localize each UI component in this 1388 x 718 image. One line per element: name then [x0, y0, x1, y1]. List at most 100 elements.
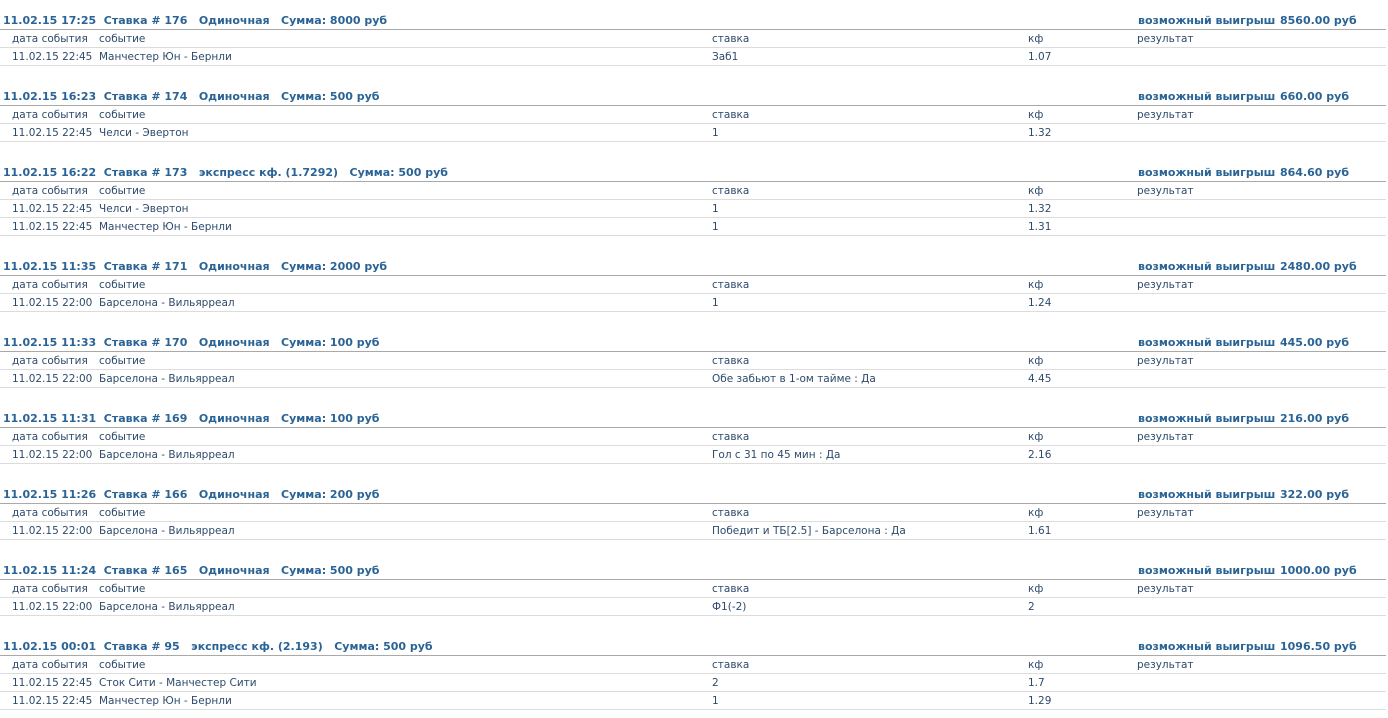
column-header-row: дата события событие ставка кф результат — [0, 428, 1386, 446]
possible-win-amount: 864.60 руб — [1280, 166, 1350, 179]
column-header-event: событие — [99, 33, 146, 45]
cell-event: Манчестер Юн - Бернли — [99, 221, 232, 233]
bet-header: 11.02.15 11:33 Ставка # 170 Одиночная Су… — [0, 334, 1386, 352]
column-header-row: дата события событие ставка кф результат — [0, 352, 1386, 370]
possible-win-amount: 1096.50 руб — [1280, 640, 1357, 653]
column-header-event-date: дата события — [12, 507, 88, 519]
cell-odds: 1.61 — [1028, 525, 1052, 537]
cell-event-date: 11.02.15 22:00 — [12, 449, 93, 461]
table-row: 11.02.15 22:00 Барселона - Вильярреал Побе… — [0, 522, 1386, 540]
possible-win-amount: 445.00 руб — [1280, 336, 1350, 349]
column-header-odds: кф — [1028, 109, 1044, 121]
column-header-event: событие — [99, 355, 146, 367]
column-header-result: результат — [1137, 659, 1194, 671]
column-header-row: дата события событие ставка кф результат — [0, 182, 1386, 200]
cell-bet: 1 — [712, 297, 719, 309]
column-header-bet: ставка — [712, 355, 750, 367]
cell-event: Барселона - Вильярреал — [99, 525, 235, 537]
cell-bet: Заб1 — [712, 51, 739, 63]
column-header-bet: ставка — [712, 431, 750, 443]
cell-event-date: 11.02.15 22:00 — [12, 297, 93, 309]
table-row: 11.02.15 22:45 Манчестер Юн - Бернли Заб1 1… — [0, 48, 1386, 66]
possible-win-label: возможный выигрыш — [1138, 90, 1276, 103]
column-header-row: дата события событие ставка кф результат — [0, 30, 1386, 48]
cell-bet: Гол с 31 по 45 мин : Да — [712, 449, 841, 461]
bet-block: 11.02.15 17:25 Ставка # 176 Одиночная Су… — [0, 12, 1386, 66]
possible-win-amount: 216.00 руб — [1280, 412, 1350, 425]
column-header-event: событие — [99, 279, 146, 291]
column-header-result: результат — [1137, 185, 1194, 197]
cell-event: Барселона - Вильярреал — [99, 297, 235, 309]
possible-win-label: возможный выигрыш — [1138, 488, 1276, 501]
cell-odds: 1.32 — [1028, 203, 1052, 215]
column-header-bet: ставка — [712, 185, 750, 197]
possible-win-amount: 1000.00 руб — [1280, 564, 1357, 577]
cell-event-date: 11.02.15 22:45 — [12, 51, 93, 63]
column-header-odds: кф — [1028, 355, 1044, 367]
bet-summary: 11.02.15 11:24 Ставка # 165 Одиночная Су… — [3, 564, 380, 577]
column-header-result: результат — [1137, 583, 1194, 595]
column-header-result: результат — [1137, 279, 1194, 291]
table-row: 11.02.15 22:00 Барселона - Вильярреал Ф1(-… — [0, 598, 1386, 616]
cell-event-date: 11.02.15 22:45 — [12, 695, 93, 707]
possible-win-amount: 322.00 руб — [1280, 488, 1350, 501]
cell-bet: Обе забьют в 1-ом тайме : Да — [712, 373, 876, 385]
column-header-event: событие — [99, 109, 146, 121]
column-header-row: дата события событие ставка кф результат — [0, 656, 1386, 674]
table-row: 11.02.15 22:45 Сток Сити - Манчестер Сити… — [0, 674, 1386, 692]
bet-block: 11.02.15 11:35 Ставка # 171 Одиночная Су… — [0, 258, 1386, 312]
column-header-result: результат — [1137, 33, 1194, 45]
column-header-bet: ставка — [712, 659, 750, 671]
column-header-event-date: дата события — [12, 279, 88, 291]
column-header-row: дата события событие ставка кф результат — [0, 106, 1386, 124]
cell-odds: 1.24 — [1028, 297, 1052, 309]
cell-event: Барселона - Вильярреал — [99, 449, 235, 461]
cell-event: Челси - Эвертон — [99, 127, 189, 139]
possible-win-label: возможный выигрыш — [1138, 166, 1276, 179]
bet-block: 11.02.15 00:01 Ставка # 95 экспресс кф. … — [0, 638, 1386, 710]
bet-summary: 11.02.15 16:23 Ставка # 174 Одиночная Су… — [3, 90, 380, 103]
cell-odds: 1.07 — [1028, 51, 1052, 63]
column-header-event: событие — [99, 431, 146, 443]
cell-bet: Ф1(-2) — [712, 601, 747, 613]
cell-odds: 2.16 — [1028, 449, 1052, 461]
cell-event: Барселона - Вильярреал — [99, 601, 235, 613]
cell-bet: 1 — [712, 203, 719, 215]
column-header-odds: кф — [1028, 583, 1044, 595]
cell-odds: 1.29 — [1028, 695, 1052, 707]
cell-event-date: 11.02.15 22:45 — [12, 221, 93, 233]
column-header-result: результат — [1137, 355, 1194, 367]
bet-summary: 11.02.15 11:33 Ставка # 170 Одиночная Су… — [3, 336, 380, 349]
cell-bet: 2 — [712, 677, 719, 689]
bet-summary: 11.02.15 11:31 Ставка # 169 Одиночная Су… — [3, 412, 380, 425]
column-header-event-date: дата события — [12, 33, 88, 45]
cell-odds: 2 — [1028, 601, 1035, 613]
cell-event-date: 11.02.15 22:45 — [12, 677, 93, 689]
possible-win-amount: 660.00 руб — [1280, 90, 1350, 103]
column-header-row: дата события событие ставка кф результат — [0, 276, 1386, 294]
column-header-odds: кф — [1028, 431, 1044, 443]
column-header-odds: кф — [1028, 659, 1044, 671]
cell-event-date: 11.02.15 22:00 — [12, 525, 93, 537]
possible-win-amount: 8560.00 руб — [1280, 14, 1357, 27]
bet-header: 11.02.15 11:26 Ставка # 166 Одиночная Су… — [0, 486, 1386, 504]
possible-win-label: возможный выигрыш — [1138, 640, 1276, 653]
bet-block: 11.02.15 11:24 Ставка # 165 Одиночная Су… — [0, 562, 1386, 616]
cell-bet: Победит и ТБ[2.5] - Барселона : Да — [712, 525, 906, 537]
bet-summary: 11.02.15 00:01 Ставка # 95 экспресс кф. … — [3, 640, 433, 653]
cell-event: Барселона - Вильярреал — [99, 373, 235, 385]
cell-bet: 1 — [712, 695, 719, 707]
possible-win-amount: 2480.00 руб — [1280, 260, 1357, 273]
cell-odds: 1.31 — [1028, 221, 1052, 233]
cell-event: Манчестер Юн - Бернли — [99, 695, 232, 707]
column-header-bet: ставка — [712, 583, 750, 595]
bet-summary: 11.02.15 16:22 Ставка # 173 экспресс кф.… — [3, 166, 448, 179]
possible-win-label: возможный выигрыш — [1138, 260, 1276, 273]
table-row: 11.02.15 22:45 Манчестер Юн - Бернли 1 1.31 — [0, 218, 1386, 236]
cell-event: Челси - Эвертон — [99, 203, 189, 215]
column-header-event: событие — [99, 507, 146, 519]
table-row: 11.02.15 22:45 Челси - Эвертон 1 1.32 — [0, 124, 1386, 142]
bet-header: 11.02.15 11:24 Ставка # 165 Одиночная Су… — [0, 562, 1386, 580]
table-row: 11.02.15 22:45 Челси - Эвертон 1 1.32 — [0, 200, 1386, 218]
column-header-event-date: дата события — [12, 355, 88, 367]
